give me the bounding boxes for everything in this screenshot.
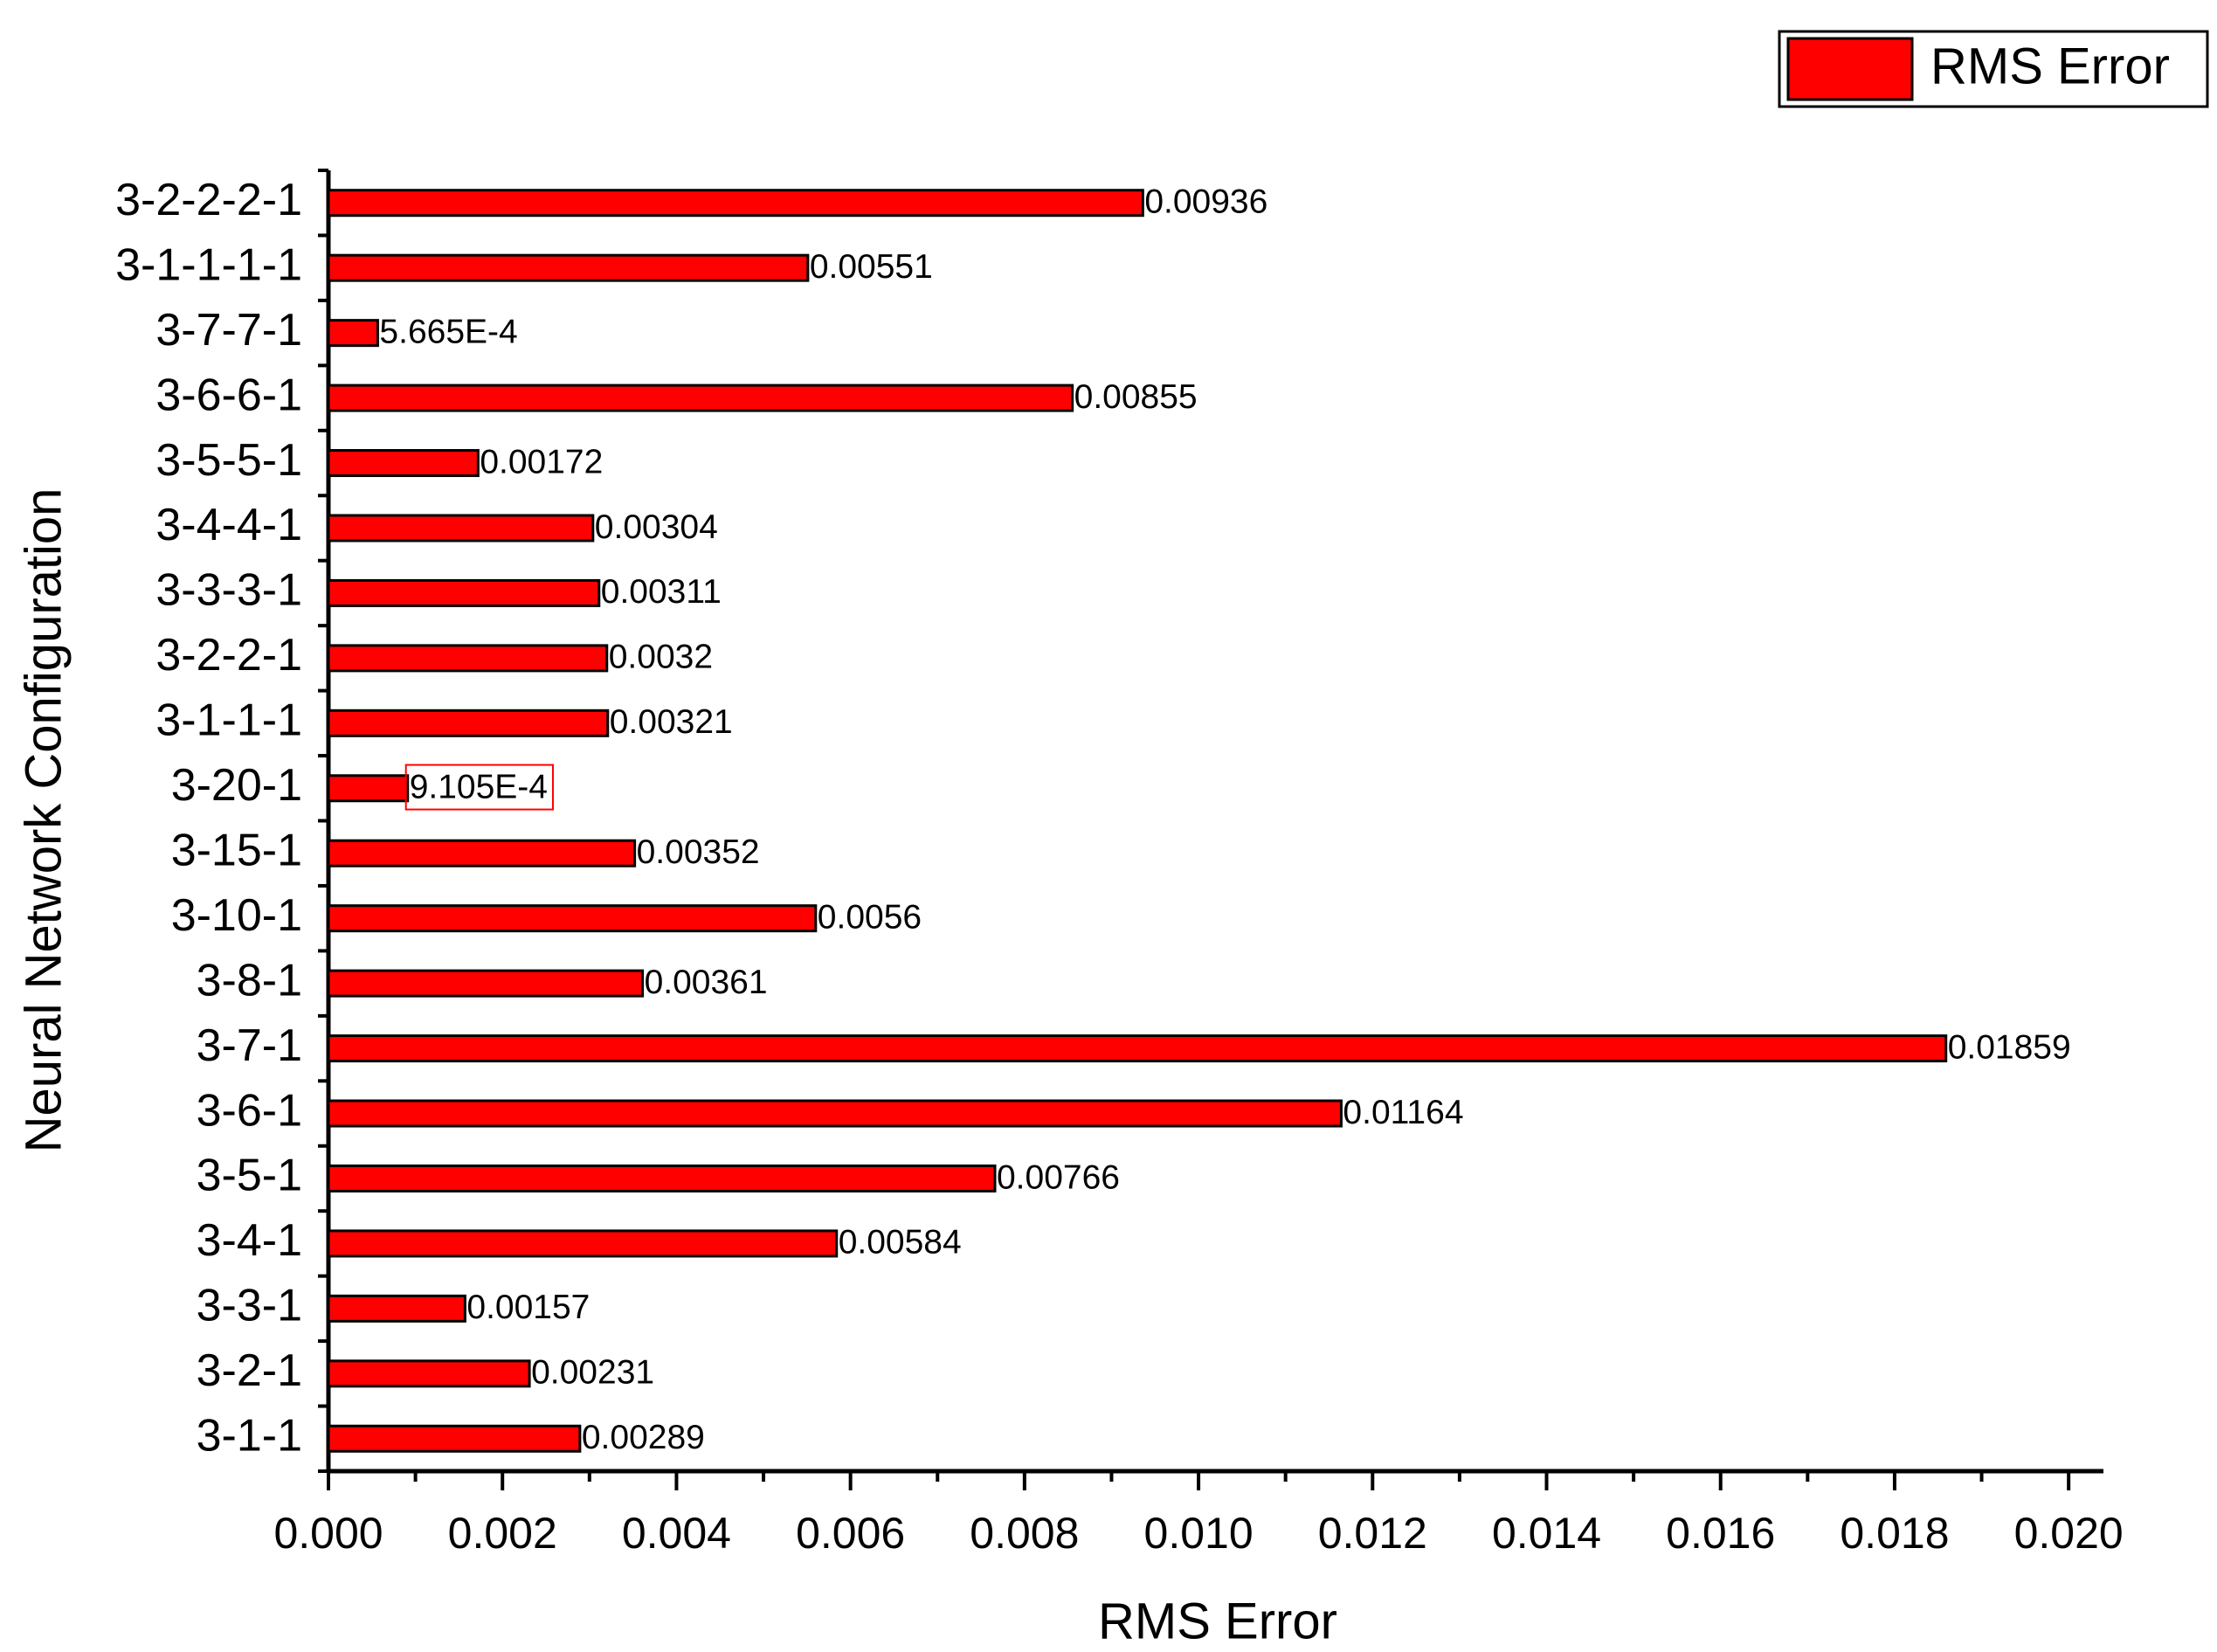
bar: [327, 1099, 1343, 1128]
data-label: 0.00311: [601, 573, 722, 611]
x-tick-label: 0.004: [622, 1509, 731, 1558]
x-tick-label: 0.008: [970, 1509, 1079, 1558]
bar: [327, 1034, 1948, 1063]
x-tick-label: 0.018: [1840, 1509, 1949, 1558]
data-label: 0.00231: [531, 1354, 654, 1392]
bar: [327, 578, 601, 607]
data-label: 5.665E-4: [379, 313, 517, 350]
y-tick-label: 3-4-1: [197, 1215, 302, 1266]
bar: [327, 774, 410, 803]
data-label: 0.00361: [645, 964, 768, 1001]
data-label: 0.00321: [610, 703, 733, 741]
y-tick-label: 3-8-1: [197, 955, 302, 1006]
bar: [327, 904, 818, 933]
legend-label: RMS Error: [1930, 38, 2170, 94]
data-label: 0.00304: [595, 508, 718, 546]
bar: [327, 708, 610, 737]
legend-swatch: [1786, 37, 1914, 101]
y-tick-label: 3-6-6-1: [155, 370, 302, 420]
y-tick-label: 3-2-2-1: [155, 630, 302, 681]
y-tick-label: 3-3-3-1: [155, 565, 302, 616]
y-tick-label: 3-2-2-2-1: [115, 175, 302, 225]
y-tick-label: 3-2-1: [197, 1345, 302, 1396]
bar: [327, 253, 810, 282]
highlight-box: [404, 764, 554, 811]
bar: [327, 1294, 466, 1323]
bar: [327, 969, 645, 998]
x-tick-label: 0.002: [448, 1509, 557, 1558]
data-label: 0.00352: [637, 833, 760, 871]
data-label: 0.01164: [1343, 1094, 1463, 1131]
bar: [327, 1359, 531, 1388]
y-tick-label: 3-20-1: [171, 760, 302, 811]
y-tick-label: 3-10-1: [171, 890, 302, 941]
data-label: 9.105E-4: [410, 769, 548, 806]
x-tick-label: 0.014: [1492, 1509, 1601, 1558]
x-tick-label: 0.006: [796, 1509, 905, 1558]
data-label: 0.0032: [609, 639, 713, 676]
x-tick-label: 0.000: [273, 1509, 383, 1558]
y-tick-label: 3-3-1: [197, 1281, 302, 1331]
y-tick-label: 3-7-1: [197, 1020, 302, 1071]
bar: [327, 644, 609, 673]
data-label: 0.00855: [1074, 378, 1198, 416]
y-tick-label: 3-1-1-1: [155, 695, 302, 746]
data-label: 0.00157: [466, 1289, 590, 1326]
y-tick-label: 3-1-1: [197, 1411, 302, 1462]
bar: [327, 839, 637, 867]
bar: [327, 514, 595, 543]
data-label: 0.00584: [839, 1224, 962, 1261]
bar: [327, 1424, 582, 1453]
data-label: 0.00766: [997, 1158, 1120, 1196]
data-label: 0.00551: [810, 248, 933, 286]
y-axis-title: Neural Network Configuration: [15, 488, 72, 1153]
data-label: 0.00936: [1144, 183, 1267, 221]
data-label: 0.00289: [582, 1419, 705, 1456]
bar: [327, 1164, 997, 1192]
x-tick-label: 0.012: [1318, 1509, 1427, 1558]
y-tick-label: 3-5-5-1: [155, 435, 302, 486]
bar: [327, 189, 1144, 218]
x-tick-label: 0.010: [1144, 1509, 1254, 1558]
data-label: 0.0056: [818, 898, 922, 936]
y-tick-label: 3-1-1-1-1: [115, 239, 302, 290]
x-tick-label: 0.016: [1666, 1509, 1775, 1558]
bar: [327, 1229, 839, 1258]
y-tick-label: 3-15-1: [171, 825, 302, 875]
data-label: 0.01859: [1948, 1028, 2071, 1066]
y-tick-label: 3-5-1: [197, 1151, 302, 1201]
x-tick-label: 0.020: [2014, 1509, 2124, 1558]
y-tick-label: 3-6-1: [197, 1085, 302, 1136]
x-axis-title: RMS Error: [1098, 1593, 1337, 1649]
y-tick-label: 3-4-4-1: [155, 500, 302, 550]
bar: [327, 384, 1074, 412]
data-label: 0.00172: [480, 443, 603, 480]
bar: [327, 319, 379, 348]
y-tick-label: 3-7-7-1: [155, 305, 302, 356]
bar: [327, 449, 480, 478]
